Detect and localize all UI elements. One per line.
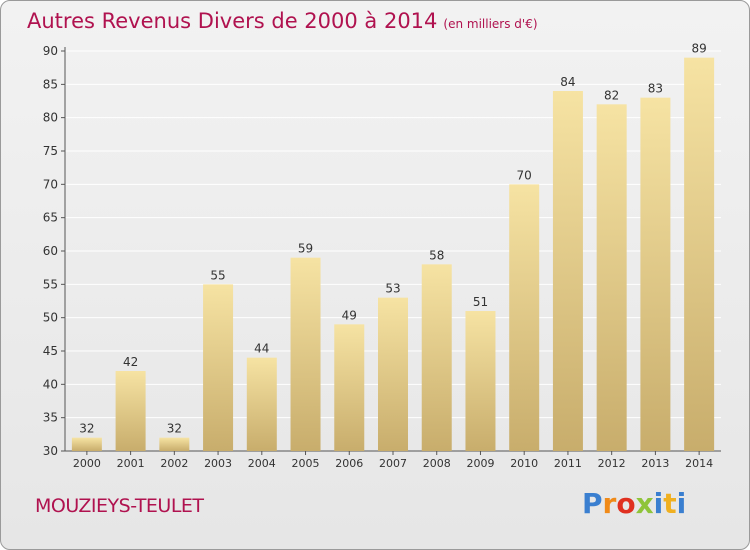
bar-2013	[640, 97, 671, 452]
chart-title-unit: (en milliers d'€)	[443, 17, 538, 31]
x-tick-labels: 2000 2001 2002 2003 2004 2005 2006 2007 2008 2009…	[73, 457, 713, 470]
bar-2010	[509, 184, 540, 452]
data-label-2006: 49	[342, 308, 357, 322]
y-tick-label: 75	[43, 144, 58, 158]
y-tick-labels: 30 35 40 45 50 55 60 65 70 75 80 85 90	[43, 44, 58, 458]
data-label-2000: 32	[79, 422, 94, 436]
data-label-2002: 32	[167, 422, 182, 436]
x-tick-label-2004: 2004	[248, 457, 276, 470]
x-tick-label-2013: 2013	[641, 457, 669, 470]
logo-letter: i	[653, 487, 664, 520]
bar-2011	[552, 91, 583, 451]
location-name: MOUZIEYS-TEULET	[35, 495, 204, 517]
data-label-2014: 89	[691, 42, 706, 56]
x-tick-label-2003: 2003	[204, 457, 232, 470]
data-label-2008: 58	[429, 248, 444, 262]
y-tick-label: 50	[43, 311, 58, 325]
bar-2012	[596, 104, 627, 451]
logo-letter: t	[663, 487, 677, 520]
bar-2009	[465, 311, 496, 451]
x-tick-label-2011: 2011	[554, 457, 582, 470]
chart-title: Autres Revenus Divers de 2000 à 2014 (en …	[27, 9, 538, 33]
logo-letter: o	[616, 487, 636, 520]
y-tick-label: 80	[43, 111, 58, 125]
y-tick-label: 45	[43, 344, 58, 358]
data-label-2010: 70	[517, 168, 532, 182]
logo-letter: P	[582, 487, 603, 520]
logo-letter: x	[635, 487, 654, 520]
bar-2006	[334, 324, 365, 451]
proxiti-logo: Proxiti	[582, 487, 686, 520]
data-label-2013: 83	[648, 82, 663, 96]
data-labels: 32 42 32 55 44 59 49 53 58 51 70 84 82 83 89	[79, 42, 707, 436]
data-label-2009: 51	[473, 295, 488, 309]
bar-2007	[378, 297, 408, 451]
data-label-2007: 53	[385, 282, 400, 296]
bar-2002	[159, 437, 190, 451]
x-tick-label-2002: 2002	[160, 457, 188, 470]
y-tick-label: 90	[43, 44, 58, 58]
logo-letter: i	[676, 487, 687, 520]
y-tick-label: 30	[43, 444, 58, 458]
x-tick-label-2014: 2014	[685, 457, 713, 470]
y-tick-label: 85	[43, 77, 58, 91]
data-label-2004: 44	[254, 342, 269, 356]
bar-2001	[115, 371, 146, 451]
x-tick-label-2012: 2012	[598, 457, 626, 470]
bar-2003	[203, 284, 234, 451]
bar-2014	[684, 57, 715, 452]
x-tick-label-2000: 2000	[73, 457, 101, 470]
x-tick-label-2001: 2001	[117, 457, 145, 470]
y-tick-label: 70	[43, 177, 58, 191]
x-tick-label-2008: 2008	[423, 457, 451, 470]
x-tick-label-2009: 2009	[466, 457, 494, 470]
data-label-2011: 84	[560, 75, 575, 89]
data-label-2003: 55	[210, 268, 225, 282]
bar-2004	[246, 357, 277, 451]
x-tick-label-2005: 2005	[292, 457, 320, 470]
x-tick-label-2010: 2010	[510, 457, 538, 470]
y-tick-label: 35	[43, 411, 58, 425]
bar-2008	[421, 264, 452, 451]
y-tick-label: 65	[43, 211, 58, 225]
data-label-2012: 82	[604, 88, 619, 102]
bar-2005	[290, 257, 321, 451]
data-label-2001: 42	[123, 355, 138, 369]
y-tick-label: 55	[43, 277, 58, 291]
y-tick-label: 60	[43, 244, 58, 258]
chart-title-main: Autres Revenus Divers de 2000 à 2014	[27, 9, 438, 33]
bar-2000	[71, 437, 102, 451]
data-label-2005: 59	[298, 242, 313, 256]
y-tick-label: 40	[43, 377, 58, 391]
x-tick-label-2006: 2006	[335, 457, 363, 470]
logo-letter: r	[602, 487, 617, 520]
x-tick-label-2007: 2007	[379, 457, 407, 470]
bars	[71, 57, 715, 452]
